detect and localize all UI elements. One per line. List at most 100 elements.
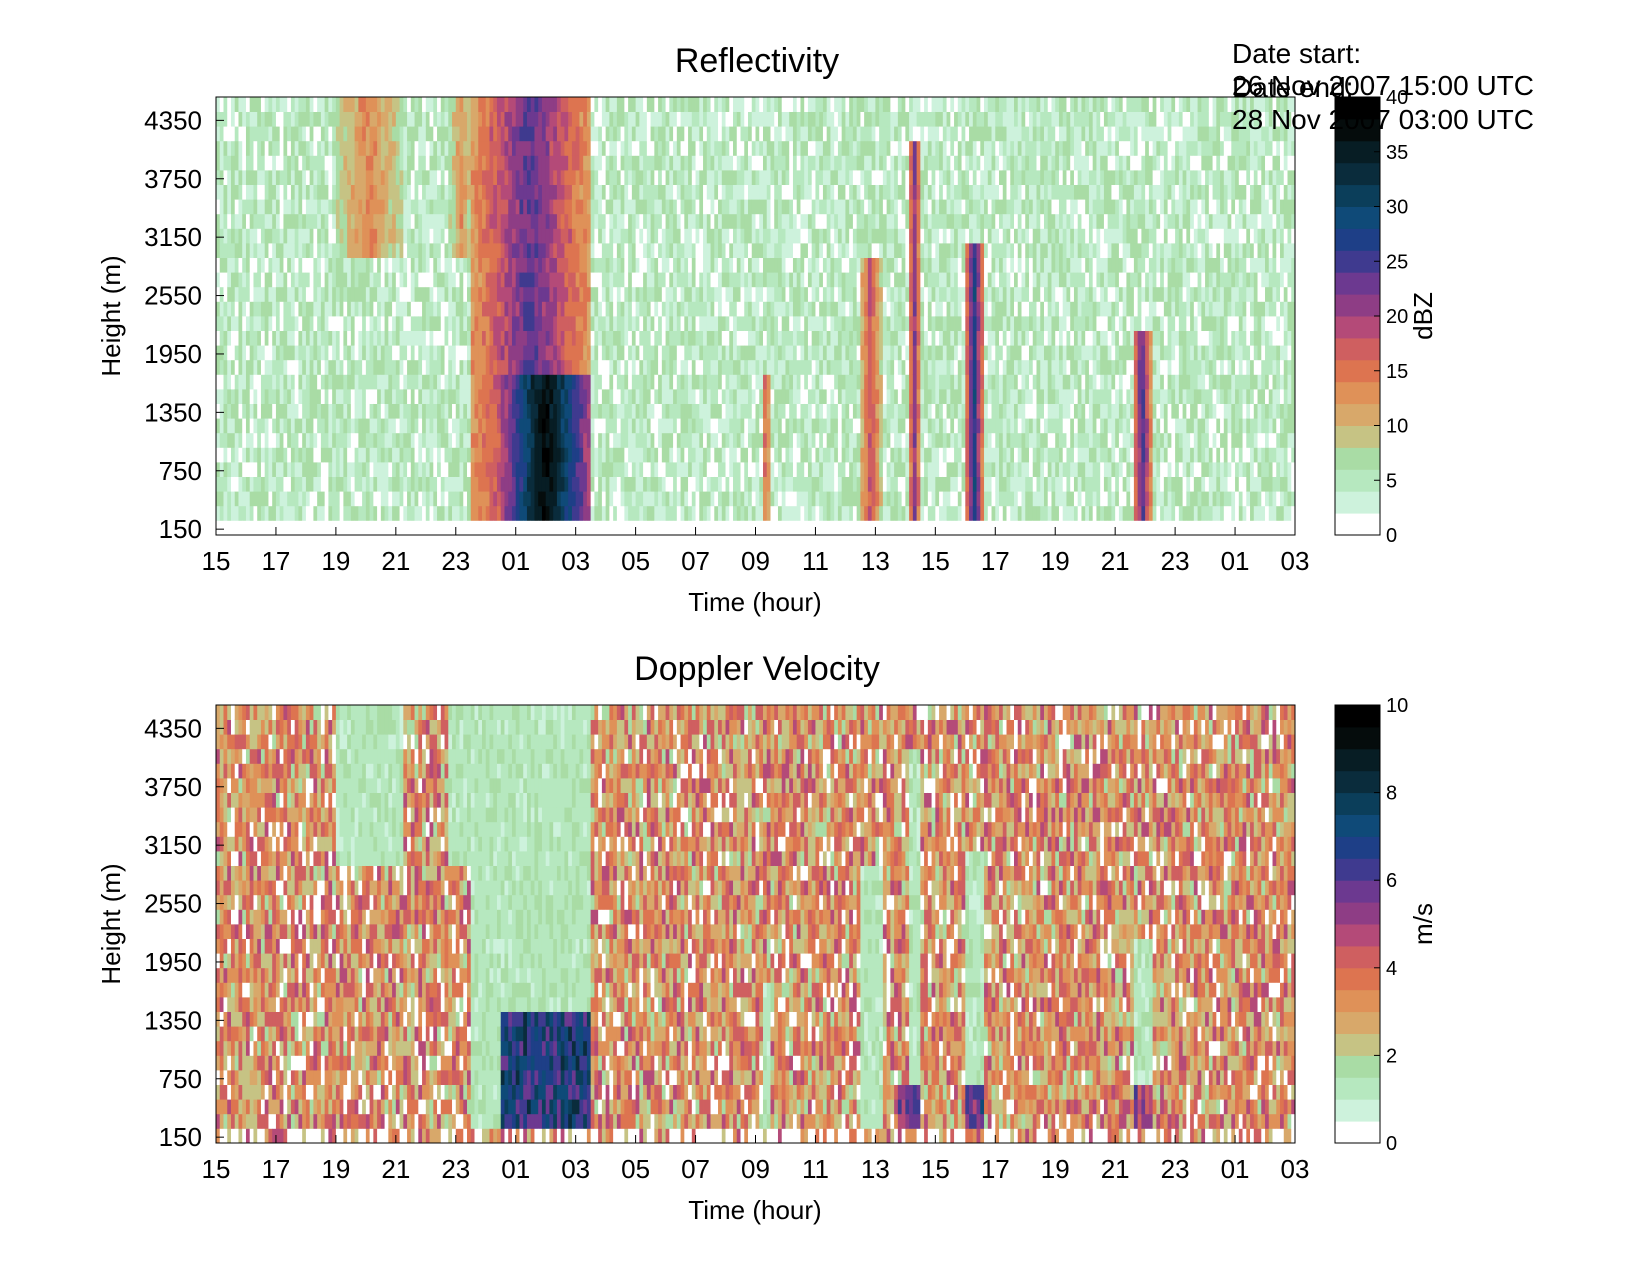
heatmap-cell xyxy=(380,476,385,492)
heatmap-cell xyxy=(350,359,356,375)
heatmap-cell xyxy=(699,301,704,317)
heatmap-cell xyxy=(478,272,483,288)
heatmap-cell xyxy=(673,389,678,404)
heatmap-cell xyxy=(493,345,498,361)
heatmap-cell xyxy=(635,301,640,317)
heatmap-cell xyxy=(347,389,352,404)
heatmap-cell xyxy=(665,301,670,317)
heatmap-cell xyxy=(343,316,348,331)
heatmap-cell xyxy=(800,520,805,536)
heatmap-cell xyxy=(628,126,633,142)
heatmap-cell xyxy=(467,301,472,317)
heatmap-cell xyxy=(448,330,453,346)
heatmap-cell xyxy=(643,359,648,375)
heatmap-cell xyxy=(718,374,723,390)
heatmap-cell xyxy=(216,286,221,302)
heatmap-cell xyxy=(519,374,524,390)
heatmap-cell xyxy=(654,491,659,507)
heatmap-cell xyxy=(646,359,651,375)
heatmap-cell xyxy=(792,374,798,390)
heatmap-cell xyxy=(493,359,498,375)
heatmap-cell xyxy=(519,359,524,375)
heatmap-cell xyxy=(332,301,337,317)
heatmap-cell xyxy=(343,403,348,419)
heatmap-cell xyxy=(564,330,569,346)
heatmap-cell xyxy=(534,111,539,127)
heatmap-cell xyxy=(290,491,296,507)
heatmap-cell xyxy=(598,257,603,273)
heatmap-cell xyxy=(703,301,708,317)
heatmap-cell xyxy=(631,199,637,215)
heatmap-cell xyxy=(837,505,843,521)
heatmap-cell xyxy=(560,330,565,346)
heatmap-cell xyxy=(583,462,588,477)
heatmap-cell xyxy=(811,476,816,492)
heatmap-cell xyxy=(388,374,393,390)
heatmap-cell xyxy=(635,316,640,331)
heatmap-cell xyxy=(429,272,434,288)
heatmap-cell xyxy=(249,272,254,288)
heatmap-cell xyxy=(658,170,663,185)
heatmap-cell xyxy=(350,243,356,258)
heatmap-cell xyxy=(594,97,599,112)
heatmap-cell xyxy=(669,345,674,361)
heatmap-cell xyxy=(560,243,565,258)
heatmap-cell xyxy=(328,462,333,477)
heatmap-cell xyxy=(272,272,277,288)
heatmap-cell xyxy=(362,140,367,156)
heatmap-cell xyxy=(598,374,603,390)
heatmap-cell xyxy=(673,359,678,375)
heatmap-cell xyxy=(598,243,603,258)
heatmap-cell xyxy=(635,330,640,346)
heatmap-cell xyxy=(496,257,502,273)
heatmap-cell xyxy=(268,505,273,521)
heatmap-cell xyxy=(785,403,790,419)
heatmap-cell xyxy=(418,359,423,375)
heatmap-cell xyxy=(676,155,681,171)
heatmap-cell xyxy=(437,243,442,258)
heatmap-cell xyxy=(422,447,427,463)
heatmap-cell xyxy=(440,359,445,375)
heatmap-cell xyxy=(796,330,801,346)
heatmap-cell xyxy=(575,491,580,507)
heatmap-cell xyxy=(564,184,569,200)
heatmap-cell xyxy=(837,389,843,404)
heatmap-cell xyxy=(669,213,674,229)
heatmap-cell xyxy=(523,374,528,390)
heatmap-cell xyxy=(283,213,288,229)
heatmap-cell xyxy=(343,140,348,156)
heatmap-cell xyxy=(822,359,828,375)
heatmap-cell xyxy=(335,418,341,434)
heatmap-cell xyxy=(695,257,700,273)
heatmap-cell xyxy=(234,432,239,448)
heatmap-cell xyxy=(807,286,813,302)
heatmap-cell xyxy=(268,228,273,244)
heatmap-cell xyxy=(324,184,329,200)
heatmap-cell xyxy=(452,140,457,156)
heatmap-cell xyxy=(538,97,543,112)
heatmap-cell xyxy=(556,257,562,273)
heatmap-cell xyxy=(253,316,258,331)
heatmap-cell xyxy=(751,155,756,171)
heatmap-cell xyxy=(470,170,475,185)
heatmap-cell xyxy=(650,286,655,302)
heatmap-cell xyxy=(249,462,254,477)
heatmap-cell xyxy=(309,228,314,244)
heatmap-cell xyxy=(399,359,404,375)
heatmap-cell xyxy=(710,389,715,404)
heatmap-cell xyxy=(496,170,502,185)
heatmap-cell xyxy=(545,403,550,419)
heatmap-cell xyxy=(474,359,479,375)
heatmap-cell xyxy=(290,228,296,244)
heatmap-cell xyxy=(317,286,322,302)
heatmap-cell xyxy=(579,140,584,156)
heatmap-cell xyxy=(317,418,322,434)
heatmap-cell xyxy=(571,491,577,507)
heatmap-cell xyxy=(714,155,719,171)
heatmap-cell xyxy=(350,345,356,361)
heatmap-cell xyxy=(223,286,228,302)
heatmap-cell xyxy=(268,432,273,448)
heatmap-cell xyxy=(245,345,251,361)
heatmap-cell xyxy=(646,243,651,258)
heatmap-cell xyxy=(418,374,423,390)
